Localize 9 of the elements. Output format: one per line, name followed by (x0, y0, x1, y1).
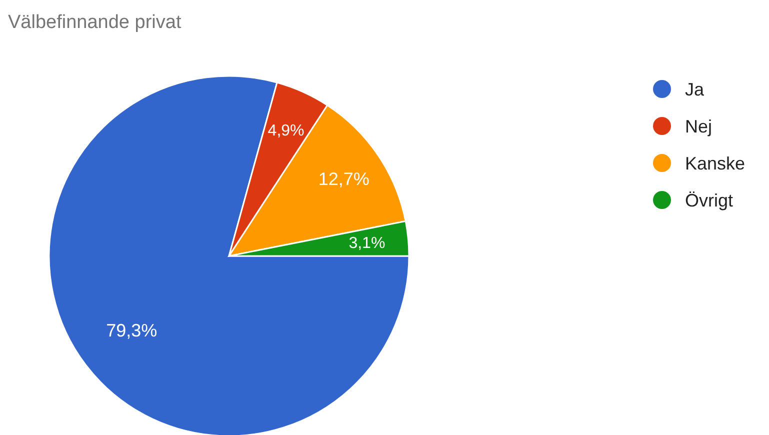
data-label: 4,9% (268, 122, 304, 140)
chart-title: Välbefinnande privat (8, 12, 182, 33)
legend-label: Övrigt (685, 190, 734, 210)
data-label: 3,1% (348, 235, 386, 252)
data-label: 12,7% (318, 168, 370, 189)
data-label: 79,3% (106, 320, 158, 340)
legend-label: Nej (685, 116, 712, 136)
legend-label: Kanske (685, 153, 746, 174)
legend-label: Ja (685, 79, 705, 100)
